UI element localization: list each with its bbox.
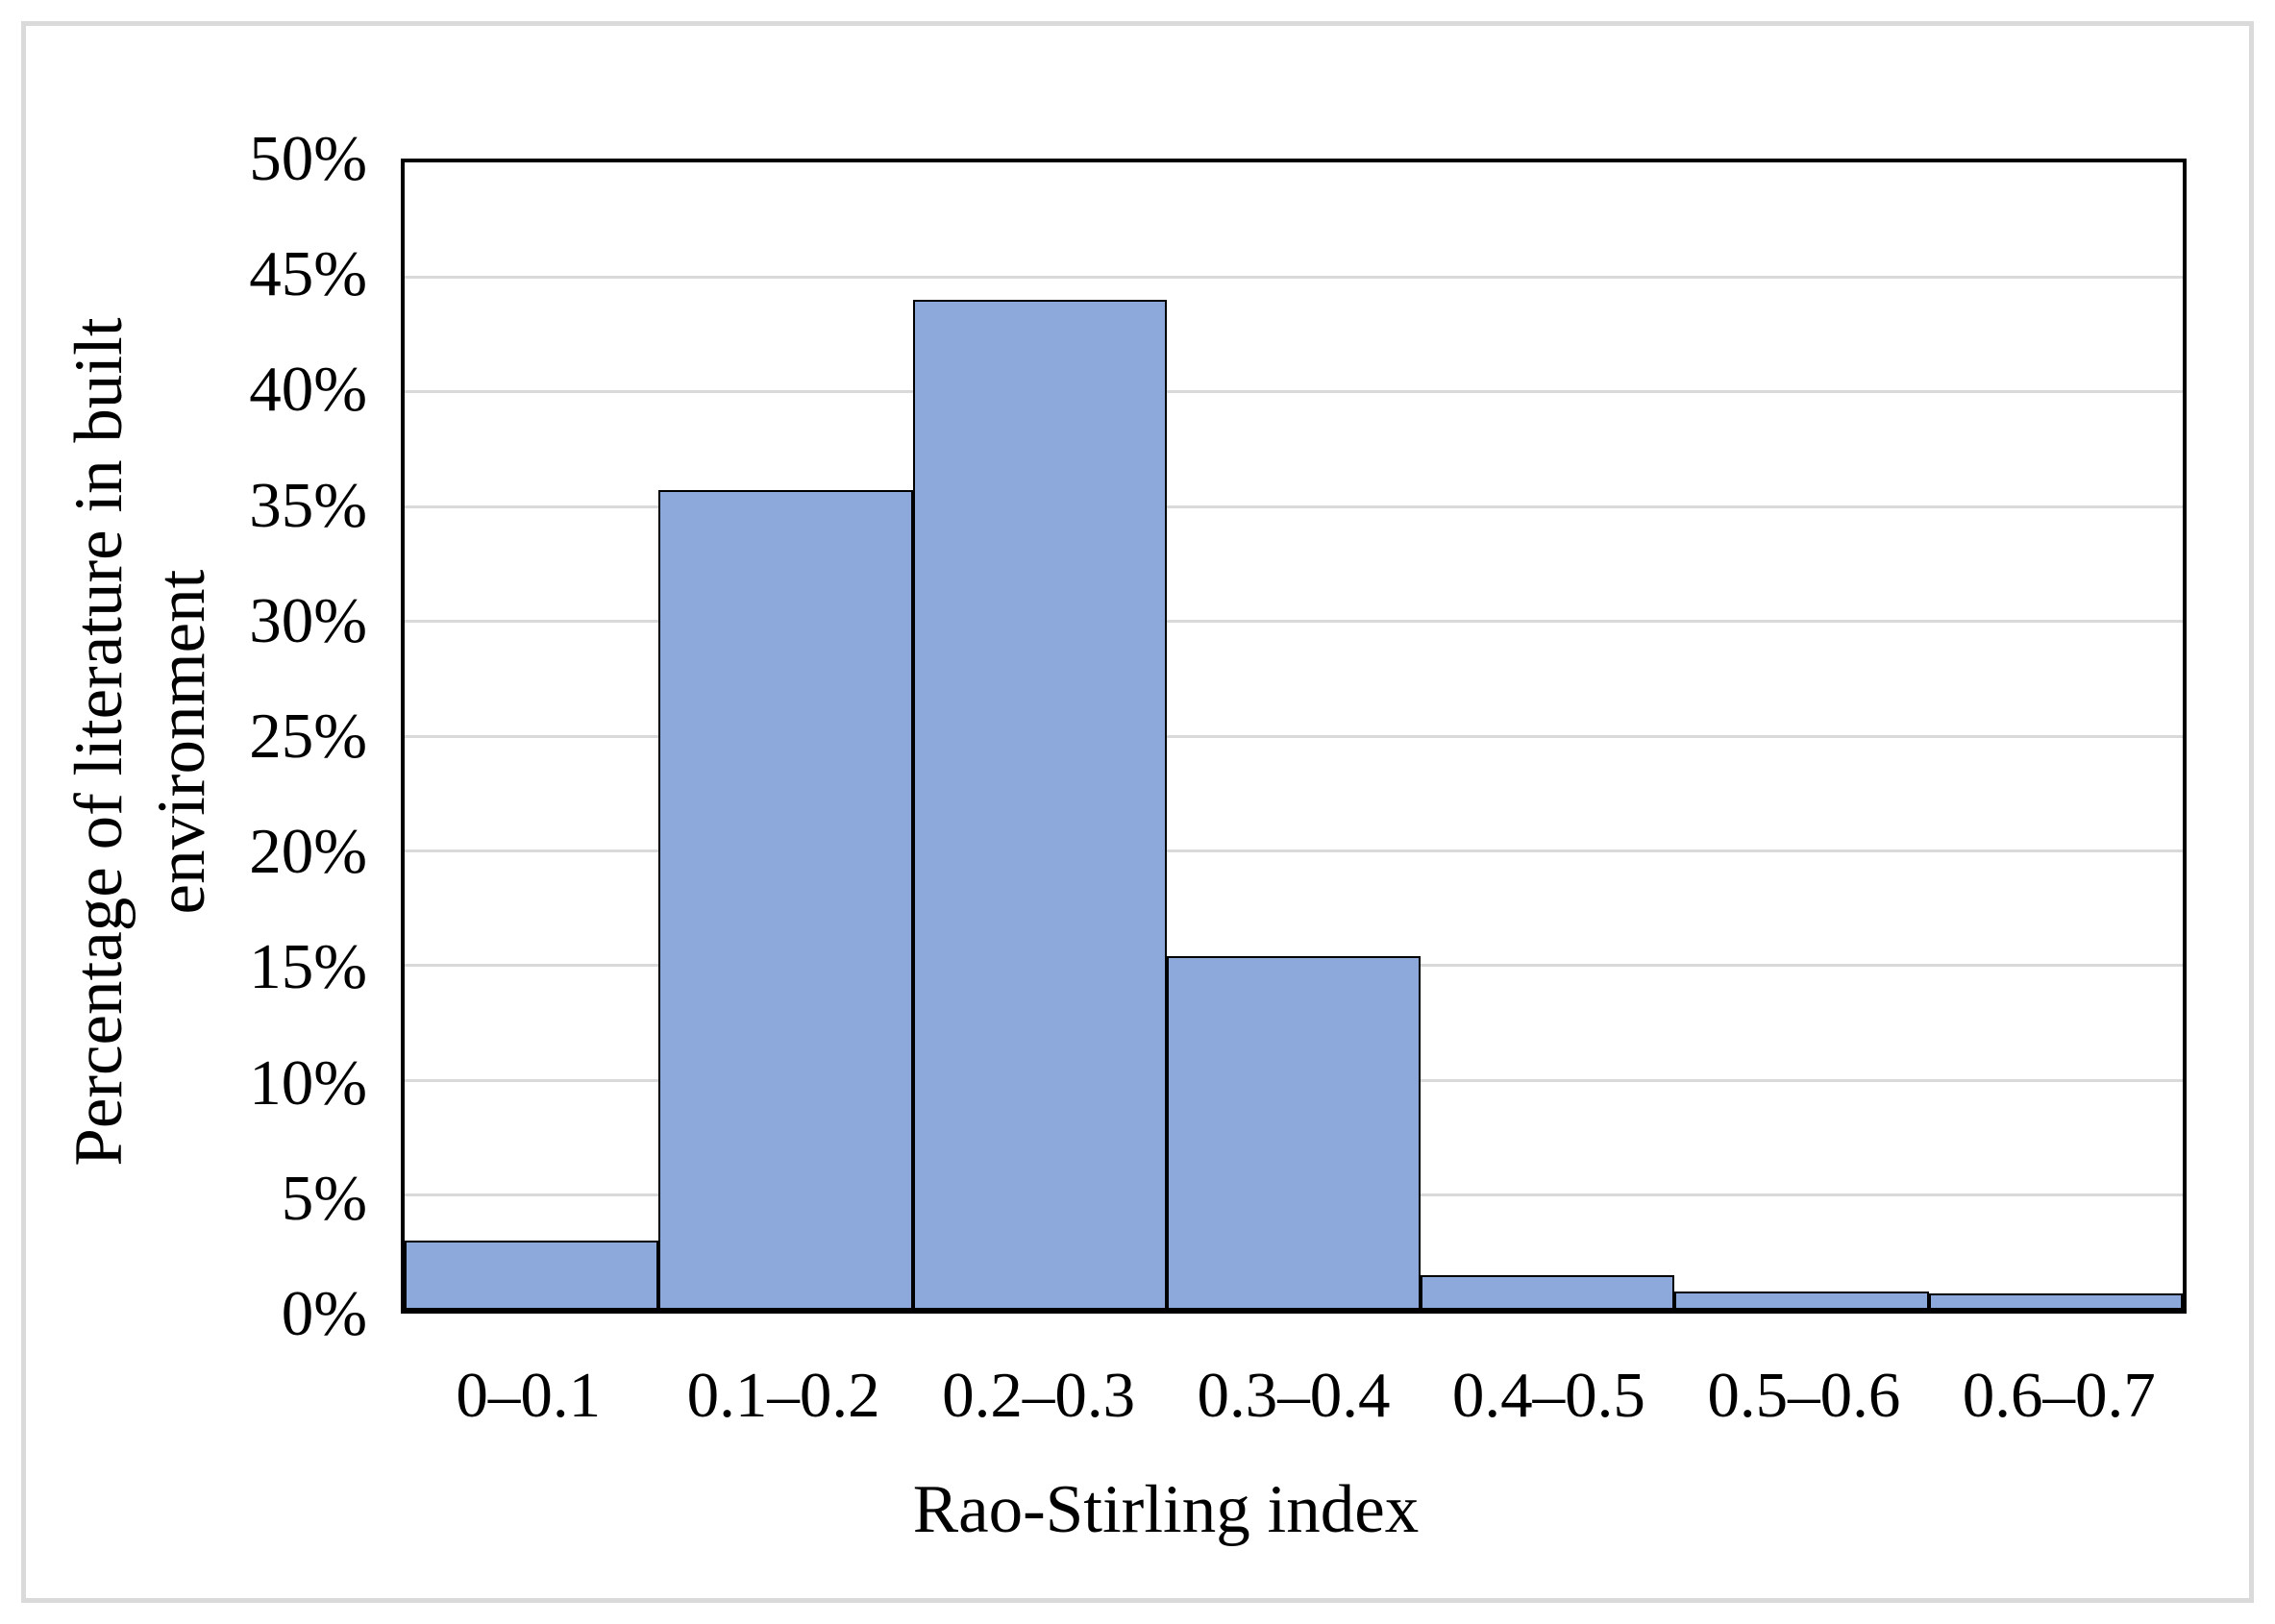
x-tick-label-0.6–0.7: 0.6–0.7: [1962, 1360, 2156, 1431]
y-tick-label-50%: 50%: [249, 123, 367, 194]
bar-0.6–0.7: [1928, 1293, 2183, 1310]
y-tick-label-5%: 5%: [281, 1162, 367, 1234]
y-tick-label-30%: 30%: [249, 584, 367, 656]
gridline-40%: [405, 390, 2183, 394]
x-tick-label-0.5–0.6: 0.5–0.6: [1707, 1360, 1901, 1431]
plot-area: [401, 159, 2187, 1314]
x-axis-title: Rao-Stirling index: [912, 1472, 1420, 1547]
bar-0–0.1: [405, 1241, 659, 1310]
x-tick-label-0.4–0.5: 0.4–0.5: [1451, 1360, 1645, 1431]
gridline-20%: [405, 849, 2183, 852]
y-tick-label-10%: 10%: [249, 1046, 367, 1119]
x-tick-label-0–0.1: 0–0.1: [456, 1360, 602, 1431]
gridline-45%: [405, 275, 2183, 279]
bar-series: [405, 162, 2183, 1310]
y-tick-label-20%: 20%: [249, 816, 367, 888]
x-tick-label-0.3–0.4: 0.3–0.4: [1197, 1360, 1391, 1431]
y-tick-label-15%: 15%: [249, 931, 367, 1003]
figure-border: [21, 21, 2254, 1603]
x-tick-label-0.2–0.3: 0.2–0.3: [942, 1360, 1136, 1431]
bar-0.1–0.2: [658, 490, 913, 1310]
bar-0.4–0.5: [1421, 1275, 1675, 1310]
y-tick-label-35%: 35%: [249, 469, 367, 541]
gridline-25%: [405, 734, 2183, 738]
gridline-30%: [405, 620, 2183, 624]
y-tick-label-40%: 40%: [249, 354, 367, 426]
y-tick-label-0%: 0%: [281, 1278, 367, 1349]
x-tick-label-0.1–0.2: 0.1–0.2: [686, 1360, 880, 1431]
y-tick-label-45%: 45%: [249, 238, 367, 310]
bar-0.5–0.6: [1674, 1291, 1929, 1310]
y-tick-label-25%: 25%: [249, 701, 367, 772]
bar-0.2–0.3: [912, 300, 1167, 1310]
gridline-35%: [405, 504, 2183, 508]
bar-0.3–0.4: [1166, 956, 1422, 1310]
